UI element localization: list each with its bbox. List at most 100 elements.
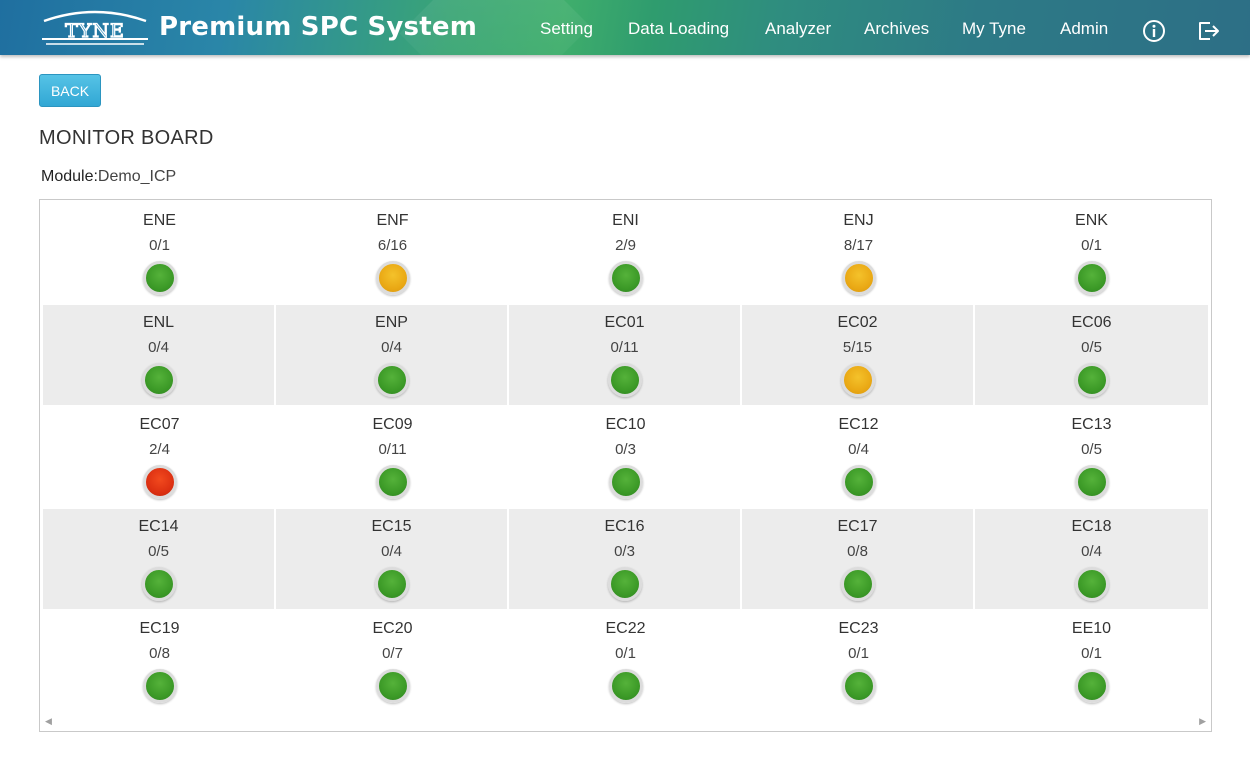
board-row: EC19 0/8 EC20 0/7 EC22 0/1 EC23 0/1 EE10 0/1 [43,611,1209,713]
logo-text: TYNE [65,20,125,42]
monitor-cell[interactable]: EC18 0/4 [975,509,1208,609]
cell-name: EC15 [371,518,412,535]
status-light-yellow[interactable] [840,363,875,397]
nav-my-tyne[interactable]: My Tyne [962,19,1026,38]
back-button[interactable]: BACK [39,74,101,107]
monitor-cell[interactable]: EC19 0/8 [43,611,276,711]
status-light-green[interactable] [141,567,176,601]
cell-count: 0/8 [149,645,170,662]
status-light-green[interactable] [374,567,409,601]
app-title: Premium SPC System [159,12,477,42]
monitor-cell[interactable]: EC15 0/4 [276,509,509,609]
status-light-green[interactable] [607,567,642,601]
monitor-cell[interactable]: EC17 0/8 [742,509,975,609]
monitor-cell[interactable]: ENK 0/1 [975,203,1208,303]
module-info: Module:Demo_ICP [41,168,176,186]
board-row: EC14 0/5 EC15 0/4 EC16 0/3 EC17 0/8 EC18 0/4 [43,509,1209,611]
cell-count: 0/1 [149,237,170,254]
cell-count: 0/1 [1081,645,1102,662]
cell-name: ENF [376,212,409,229]
info-icon[interactable] [1141,18,1167,44]
monitor-cell[interactable]: EC12 0/4 [742,407,975,507]
monitor-board: ENE 0/1 ENF 6/16 ENI 2/9 ENJ 8/17 ENK 0/1 ENL 0/4 EN… [39,199,1212,732]
cell-name: ENI [612,212,639,229]
nav-archives[interactable]: Archives [864,19,930,38]
cell-count: 0/1 [615,645,636,662]
tyne-logo[interactable]: TYNE [40,7,150,49]
status-light-yellow[interactable] [375,261,410,295]
module-label: Module: [41,168,98,185]
status-light-green[interactable] [1074,465,1109,499]
nav-setting[interactable]: Setting [540,19,593,38]
cell-name: EC13 [1071,416,1112,433]
monitor-cell[interactable]: EC16 0/3 [509,509,742,609]
cell-name: EC18 [1071,518,1112,535]
nav-data-loading[interactable]: Data Loading [628,19,730,38]
cell-name: EC20 [372,620,413,637]
status-light-green[interactable] [1074,261,1109,295]
monitor-cell[interactable]: ENP 0/4 [276,305,509,405]
cell-count: 0/5 [1081,339,1102,356]
status-light-green[interactable] [1074,669,1109,703]
monitor-cell[interactable]: ENL 0/4 [43,305,276,405]
cell-count: 8/17 [843,237,874,254]
horizontal-scrollbar[interactable]: ◀ ▶ [40,714,1211,731]
monitor-cell[interactable]: EC02 5/15 [742,305,975,405]
monitor-cell[interactable]: EC06 0/5 [975,305,1208,405]
status-light-yellow[interactable] [841,261,876,295]
monitor-cell[interactable]: ENE 0/1 [43,203,276,303]
page-title: MONITOR BOARD [39,127,214,149]
monitor-cell[interactable]: EC20 0/7 [276,611,509,711]
status-light-green[interactable] [142,669,177,703]
cell-count: 0/4 [381,339,402,356]
monitor-cell[interactable]: EC23 0/1 [742,611,975,711]
nav-admin[interactable]: Admin [1060,19,1109,38]
monitor-cell[interactable]: EC01 0/11 [509,305,742,405]
scroll-left-icon[interactable]: ◀ [45,717,52,727]
status-light-green[interactable] [1074,363,1109,397]
monitor-cell[interactable]: ENJ 8/17 [742,203,975,303]
cell-count: 6/16 [377,237,408,254]
monitor-cell[interactable]: EC07 2/4 [43,407,276,507]
logout-icon[interactable] [1195,18,1221,44]
cell-count: 0/7 [382,645,403,662]
status-light-green[interactable] [608,669,643,703]
cell-count: 0/8 [847,543,868,560]
cell-name: ENJ [843,212,874,229]
monitor-cell[interactable]: EC13 0/5 [975,407,1208,507]
scroll-right-icon[interactable]: ▶ [1199,717,1206,727]
status-light-green[interactable] [608,465,643,499]
cell-name: EC06 [1071,314,1112,331]
cell-count: 0/5 [148,543,169,560]
status-light-green[interactable] [840,567,875,601]
nav-analyzer[interactable]: Analyzer [765,19,832,38]
monitor-cell[interactable]: EC22 0/1 [509,611,742,711]
cell-count: 0/11 [378,441,407,458]
cell-count: 0/1 [848,645,869,662]
board-row: ENL 0/4 ENP 0/4 EC01 0/11 EC02 5/15 EC06 0/5 [43,305,1209,407]
cell-name: EC17 [837,518,878,535]
status-light-red[interactable] [142,465,177,499]
status-light-green[interactable] [608,261,643,295]
cell-count: 0/1 [1081,237,1102,254]
monitor-cell[interactable]: EC14 0/5 [43,509,276,609]
monitor-cell[interactable]: EE10 0/1 [975,611,1208,711]
cell-name: EC07 [139,416,180,433]
top-navbar: TYNE Premium SPC System Setting Data Loa… [0,0,1250,55]
monitor-cell[interactable]: EC09 0/11 [276,407,509,507]
status-light-green[interactable] [375,465,410,499]
cell-name: EC19 [139,620,180,637]
status-light-green[interactable] [607,363,642,397]
status-light-green[interactable] [374,363,409,397]
monitor-cell[interactable]: ENF 6/16 [276,203,509,303]
status-light-green[interactable] [841,669,876,703]
cell-name: EC01 [604,314,645,331]
status-light-green[interactable] [1074,567,1109,601]
monitor-cell[interactable]: ENI 2/9 [509,203,742,303]
status-light-green[interactable] [141,363,176,397]
monitor-cell[interactable]: EC10 0/3 [509,407,742,507]
cell-count: 0/3 [614,543,635,560]
status-light-green[interactable] [142,261,177,295]
status-light-green[interactable] [375,669,410,703]
status-light-green[interactable] [841,465,876,499]
